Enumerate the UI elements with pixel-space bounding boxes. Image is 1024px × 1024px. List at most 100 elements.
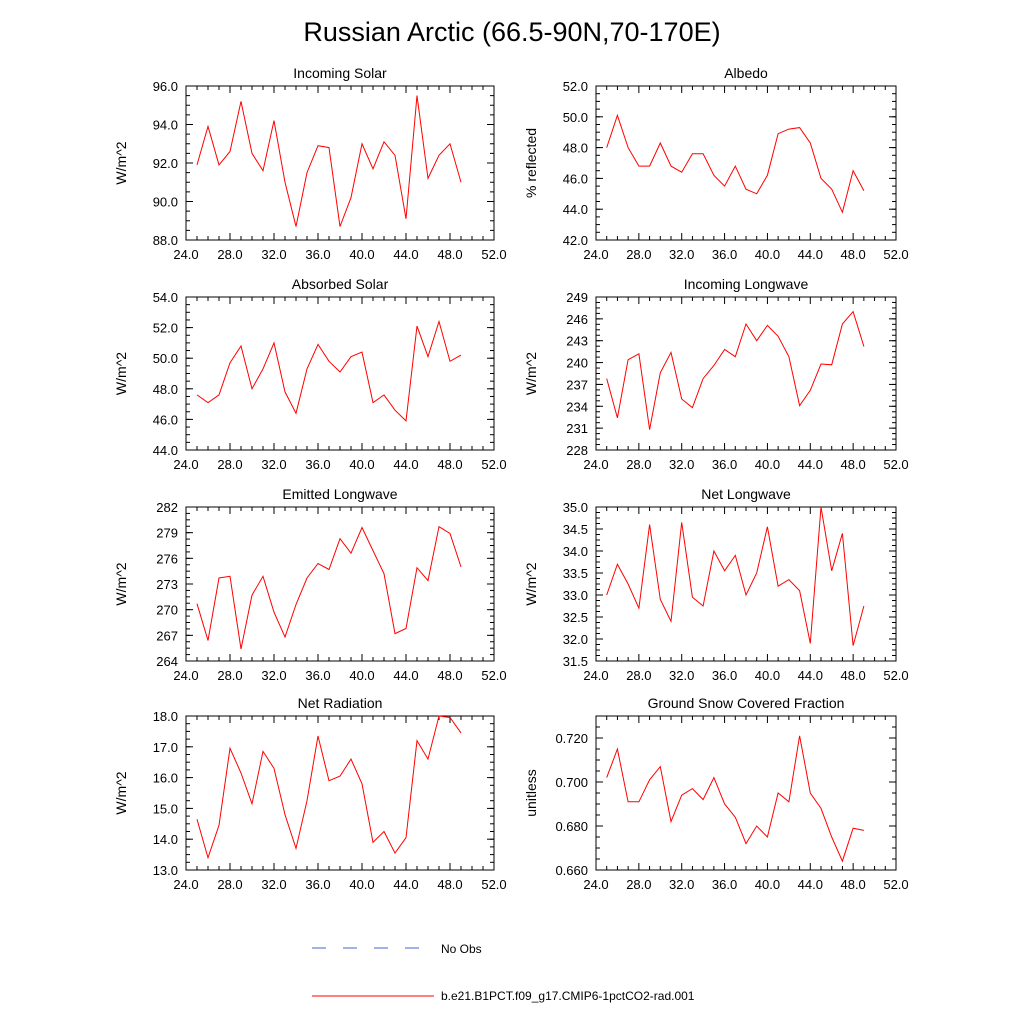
panel-title: Absorbed Solar [292,276,389,292]
x-tick-label: 32.0 [669,877,694,892]
x-tick-label: 28.0 [217,247,242,262]
y-axis-label: W/m^2 [113,771,129,814]
x-tick-label: 28.0 [626,457,651,472]
y-tick-label: 88.0 [153,233,178,248]
y-tick-label: 264 [156,654,178,669]
y-tick-label: 48.0 [153,382,178,397]
y-tick-label: 90.0 [153,195,178,210]
y-tick-label: 13.0 [153,863,178,878]
x-tick-label: 32.0 [261,877,286,892]
panel-absorbed-solar: Absorbed Solar W/m^2 24.0 28.0 32.0 36.0 40.0 4… [113,276,507,472]
series-line [606,506,865,646]
x-tick-label: 32.0 [669,668,694,683]
x-tick-label: 44.0 [798,668,823,683]
legend-obs-label: No Obs [441,942,482,956]
series-line [196,95,462,227]
series-line [606,310,865,430]
y-axis-label: W/m^2 [113,141,129,184]
x-tick-label: 36.0 [305,877,330,892]
series-line [606,113,865,214]
x-tick-label: 40.0 [755,457,780,472]
panel-title: Net Radiation [298,695,383,711]
panel-incoming-solar: Incoming Solar W/m^2 24.0 28.0 32.0 36.0 40.0 4… [113,65,507,262]
x-tick-label: 44.0 [393,668,418,683]
x-tick-label: 24.0 [583,247,608,262]
x-tick-label: 28.0 [217,668,242,683]
x-tick-label: 40.0 [755,668,780,683]
plot-frame [185,715,495,871]
x-tick-label: 36.0 [305,457,330,472]
plot-frame [185,506,495,662]
x-tick-label: 24.0 [173,877,198,892]
y-tick-label: 237 [566,377,588,392]
x-tick-label: 40.0 [349,247,374,262]
x-tick-label: 24.0 [173,247,198,262]
panel-incoming-longwave: Incoming Longwave W/m^2 24.0 28.0 32.0 36.0 40… [523,276,909,472]
x-tick-label: 40.0 [349,457,374,472]
x-tick-label: 28.0 [217,457,242,472]
x-tick-label: 28.0 [626,247,651,262]
y-tick-label: 92.0 [153,156,178,171]
x-tick-label: 52.0 [883,877,908,892]
y-tick-label: 48.0 [563,141,588,156]
x-tick-label: 52.0 [481,457,506,472]
y-tick-label: 46.0 [563,171,588,186]
y-tick-label: 276 [156,551,178,566]
y-tick-label: 16.0 [153,771,178,786]
y-tick-label: 94.0 [153,118,178,133]
x-tick-label: 32.0 [669,457,694,472]
x-tick-label: 32.0 [261,247,286,262]
x-tick-label: 28.0 [626,877,651,892]
y-axis-label: % reflected [523,128,539,198]
y-axis-label: W/m^2 [523,352,539,395]
y-tick-label: 44.0 [563,202,588,217]
y-tick-label: 96.0 [153,79,178,94]
x-tick-label: 24.0 [173,457,198,472]
x-tick-label: 48.0 [840,877,865,892]
x-tick-label: 44.0 [393,877,418,892]
x-tick-label: 48.0 [437,668,462,683]
series-line [196,525,462,650]
panel-emitted-longwave: Emitted Longwave W/m^2 24.0 28.0 32.0 36.0 40.… [113,486,507,683]
plot-frame [595,85,897,241]
panel-net-longwave: Net Longwave W/m^2 24.0 28.0 32.0 36.0 40.0 44.… [523,486,909,683]
y-tick-label: 33.0 [563,588,588,603]
y-tick-label: 240 [566,356,588,371]
y-tick-label: 32.5 [563,610,588,625]
y-tick-label: 228 [566,443,588,458]
legend: No Obs b.e21.B1PCT.f09_g17.CMIP6-1pctCO2… [312,942,695,1003]
plot-frame [185,85,495,241]
x-tick-label: 52.0 [883,457,908,472]
y-tick-label: 34.5 [563,522,588,537]
x-tick-label: 52.0 [481,877,506,892]
x-tick-label: 48.0 [437,877,462,892]
x-tick-label: 48.0 [840,247,865,262]
y-axis-label: W/m^2 [113,352,129,395]
x-tick-label: 32.0 [261,668,286,683]
y-tick-label: 50.0 [153,351,178,366]
panel-title: Net Longwave [701,486,791,502]
y-tick-label: 31.5 [563,654,588,669]
y-tick-label: 52.0 [563,79,588,94]
x-tick-label: 52.0 [883,668,908,683]
panel-title: Ground Snow Covered Fraction [648,695,845,711]
y-tick-label: 44.0 [153,443,178,458]
x-tick-label: 36.0 [712,877,737,892]
x-tick-label: 44.0 [798,457,823,472]
plot-frame [595,715,897,871]
x-tick-label: 48.0 [840,457,865,472]
x-tick-label: 36.0 [305,247,330,262]
x-tick-label: 40.0 [349,668,374,683]
y-tick-label: 243 [566,334,588,349]
y-tick-label: 52.0 [153,321,178,336]
x-tick-label: 44.0 [393,247,418,262]
x-tick-label: 40.0 [755,247,780,262]
y-tick-label: 35.0 [563,500,588,515]
y-tick-label: 54.0 [153,290,178,305]
x-tick-label: 44.0 [393,457,418,472]
x-tick-label: 28.0 [217,877,242,892]
y-axis-label: W/m^2 [113,562,129,605]
x-tick-label: 48.0 [437,247,462,262]
panel-ground-snow-covered-fraction: Ground Snow Covered Fraction unitless 24.0… [523,695,909,892]
